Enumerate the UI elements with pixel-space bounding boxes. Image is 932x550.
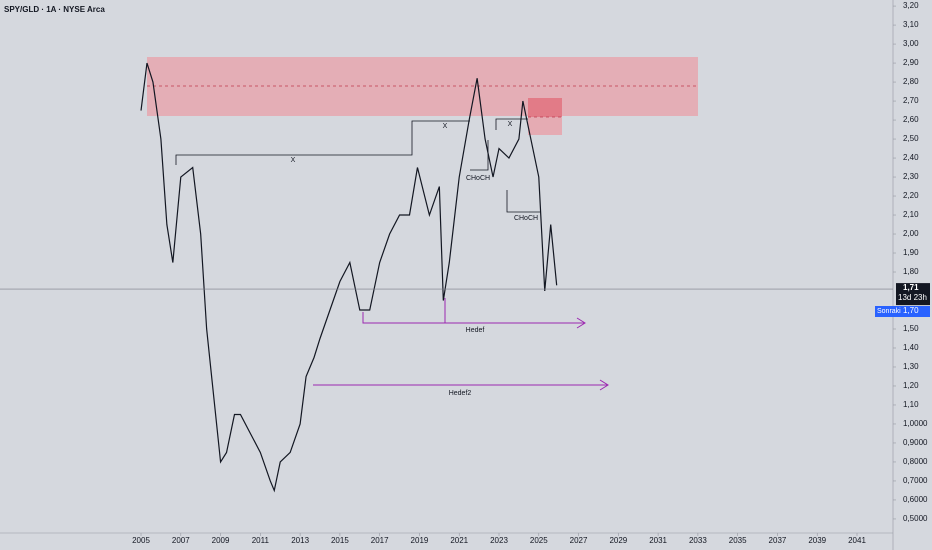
annotation: Hedef: [466, 327, 485, 334]
next-price: 1,70: [903, 306, 919, 315]
y-tick-label: 1,80: [903, 267, 919, 276]
y-tick-label: 2,40: [903, 153, 919, 162]
y-tick-label: 1,0000: [903, 419, 928, 428]
x-tick-label: 2033: [689, 536, 707, 545]
y-tick-label: 2,20: [903, 191, 919, 200]
y-tick-label: 3,10: [903, 20, 919, 29]
price-line: [140, 62, 558, 493]
last-price-label: 1,71: [903, 283, 919, 292]
annotation: CHoCH: [514, 215, 538, 222]
y-tick-label: 2,80: [903, 77, 919, 86]
annotation: X: [443, 123, 448, 130]
target-arrow: [362, 298, 586, 329]
annotation: CHoCH: [466, 175, 490, 182]
y-tick-label: 0,7000: [903, 476, 928, 485]
chart-title: SPY/GLD · 1A · NYSE Arca: [4, 5, 105, 14]
y-tick-label: 0,5000: [903, 514, 928, 523]
y-tick-label: 2,10: [903, 210, 919, 219]
y-tick-label: 2,90: [903, 58, 919, 67]
annotation: X: [291, 157, 296, 164]
annotation: X: [508, 121, 513, 128]
target-arrow: [313, 379, 609, 391]
y-tick-label: 1,30: [903, 362, 919, 371]
x-tick-label: 2011: [252, 536, 270, 545]
x-tick-label: 2023: [490, 536, 508, 545]
x-tick-label: 2019: [411, 536, 429, 545]
x-tick-label: 2035: [729, 536, 747, 545]
x-tick-label: 2041: [848, 536, 866, 545]
choch-line: [506, 190, 540, 213]
x-tick-label: 2009: [212, 536, 230, 545]
y-tick-label: 3,20: [903, 1, 919, 10]
y-tick-label: 1,40: [903, 343, 919, 352]
x-tick-label: 2013: [291, 536, 309, 545]
y-tick-label: 0,6000: [903, 495, 928, 504]
structure-line: [495, 118, 528, 130]
x-tick-label: 2021: [450, 536, 468, 545]
x-tick-label: 2007: [172, 536, 190, 545]
x-tick-label: 2005: [132, 536, 150, 545]
y-tick-label: 2,30: [903, 172, 919, 181]
y-tick-label: 0,8000: [903, 457, 928, 466]
small-zone-top: [528, 98, 562, 117]
x-tick-label: 2017: [371, 536, 389, 545]
next-box: [875, 306, 930, 318]
x-tick-label: 2037: [769, 536, 787, 545]
y-tick-label: 2,70: [903, 96, 919, 105]
x-tick-label: 2029: [609, 536, 627, 545]
y-tick-label: 2,60: [903, 115, 919, 124]
y-tick-label: 2,50: [903, 134, 919, 143]
y-tick-label: 1,90: [903, 248, 919, 257]
structure-line: [175, 120, 470, 165]
x-tick-label: 2025: [530, 536, 548, 545]
x-tick-label: 2015: [331, 536, 349, 545]
x-tick-label: 2031: [649, 536, 667, 545]
annotation: Hedef2: [449, 390, 472, 397]
y-tick-label: 1,20: [903, 381, 919, 390]
x-tick-label: 2039: [808, 536, 826, 545]
y-tick-label: 2,00: [903, 229, 919, 238]
choch-line: [470, 140, 489, 171]
y-tick-label: 3,00: [903, 39, 919, 48]
last-price-box: [896, 283, 930, 306]
next-label: Sonraki: [877, 308, 901, 315]
supply-zone: [147, 57, 698, 116]
countdown: 13d 23h: [898, 293, 927, 302]
y-tick-label: 1,50: [903, 324, 919, 333]
y-tick-label: 0,9000: [903, 438, 928, 447]
y-tick-label: 1,10: [903, 400, 919, 409]
x-tick-label: 2027: [570, 536, 588, 545]
